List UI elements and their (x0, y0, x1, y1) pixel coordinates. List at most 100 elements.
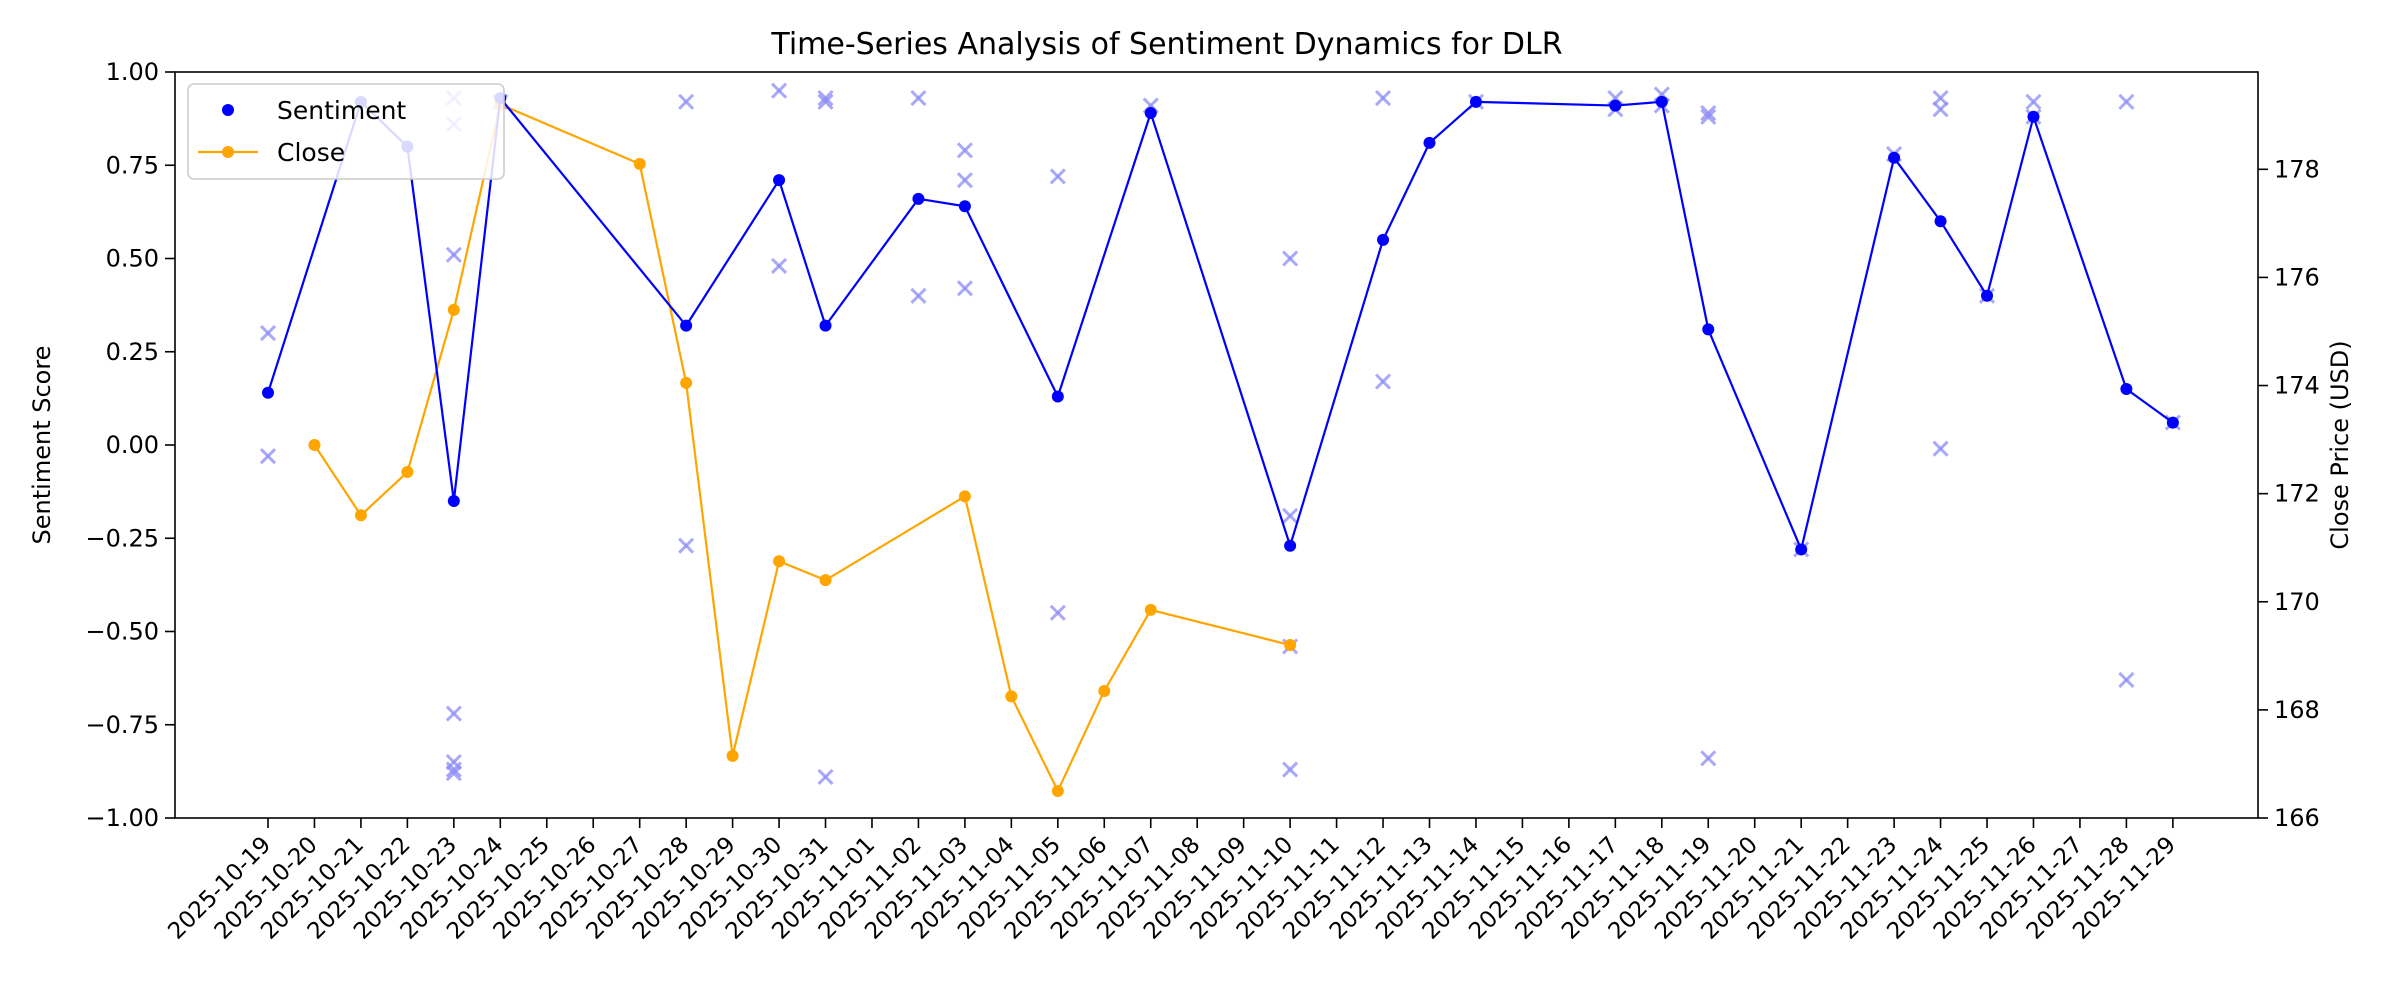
close-series-layer (308, 98, 1297, 797)
close-point (680, 376, 693, 389)
close-point (1144, 603, 1157, 616)
sentiment-point (680, 319, 693, 332)
raw-sentiment-marker (956, 280, 973, 297)
close-point (308, 439, 321, 451)
sentiment-point (2027, 110, 2040, 123)
y-tick-label: −0.50 (85, 618, 159, 646)
close-point (401, 466, 414, 479)
y-right-tick-label: 170 (2274, 588, 2320, 616)
close-point (819, 574, 832, 587)
raw-sentiment-marker (445, 761, 462, 778)
sentiment-point (1423, 136, 1436, 149)
legend-close-marker (222, 146, 234, 158)
sentiment-point (1051, 390, 1064, 403)
raw-sentiment-marker (1374, 373, 1392, 390)
plot-frame (174, 71, 2259, 819)
close-point (773, 555, 786, 568)
close-point (1098, 684, 1111, 697)
raw-sentiment-marker (1049, 604, 1066, 621)
sentiment-series-layer (262, 92, 2179, 556)
y-right-tick-label: 178 (2274, 155, 2320, 183)
close-point (1005, 690, 1018, 703)
close-point (1051, 784, 1064, 797)
y-right-tick-label: 176 (2274, 263, 2320, 291)
y-right-tick-label: 174 (2274, 372, 2320, 400)
raw-sentiment-layer (259, 82, 2181, 786)
axis-layer: −1.00 −0.75 −0.50 −0.25 0.00 0.25 0.50 0.75 1.00… (85, 58, 2319, 945)
sentiment-point (2120, 383, 2133, 396)
sentiment-point (1284, 539, 1297, 552)
y-tick-label: 0.50 (106, 245, 159, 273)
raw-sentiment-marker (1282, 761, 1299, 778)
raw-sentiment-marker (1932, 440, 1949, 457)
y-tick-label: −0.75 (85, 711, 159, 739)
raw-sentiment-marker (678, 537, 695, 554)
raw-sentiment-marker (956, 142, 973, 159)
y-axis-label-left: Sentiment Score (28, 346, 56, 545)
y-tick-label: −0.25 (85, 524, 159, 552)
sentiment-point (1888, 151, 1901, 164)
sentiment-point (2166, 416, 2179, 429)
raw-sentiment-marker (445, 765, 462, 782)
raw-sentiment-marker (1282, 250, 1299, 267)
y-tick-label: 0.25 (106, 338, 159, 366)
sentiment-point (447, 494, 460, 507)
sentiment-point (819, 319, 832, 332)
sentiment-point (1934, 215, 1947, 228)
raw-sentiment-marker (817, 768, 834, 786)
close-point (447, 303, 460, 316)
legend: Sentiment Close (187, 83, 505, 180)
y-axis-label-right: Close Price (USD) (2326, 340, 2354, 549)
raw-sentiment-marker (1049, 168, 1066, 185)
raw-sentiment-marker (259, 325, 277, 342)
raw-sentiment-marker (956, 172, 973, 189)
raw-sentiment-marker (1700, 108, 1717, 125)
close-point (958, 490, 971, 503)
close-point (633, 157, 646, 170)
y-tick-label: 1.00 (106, 58, 159, 86)
sentiment-point (1469, 95, 1482, 108)
y-right-tick-label: 172 (2274, 480, 2320, 508)
raw-sentiment-marker (1374, 90, 1392, 107)
sentiment-point (1702, 323, 1715, 336)
close-point (354, 509, 367, 522)
sentiment-point (1655, 95, 1668, 108)
raw-sentiment-marker (678, 93, 695, 110)
raw-sentiment-marker (2025, 93, 2042, 110)
raw-sentiment-marker (445, 246, 462, 263)
legend-close-label: Close (277, 138, 345, 167)
sentiment-point (773, 174, 786, 187)
y-tick-label: 0.75 (106, 151, 159, 179)
raw-sentiment-marker (1932, 101, 1949, 118)
legend-sentiment-marker (222, 104, 234, 116)
raw-sentiment-marker (1700, 104, 1717, 122)
y-tick-label: 0.00 (106, 431, 159, 459)
sentiment-line (266, 95, 2174, 553)
close-point (1284, 639, 1297, 652)
sentiment-point (1377, 233, 1390, 246)
raw-sentiment-marker (1282, 507, 1299, 524)
raw-sentiment-marker (910, 287, 927, 304)
raw-sentiment-marker (817, 90, 834, 107)
sentiment-point (1981, 289, 1994, 302)
raw-sentiment-marker (770, 257, 788, 275)
chart-title: Time-Series Analysis of Sentiment Dynami… (770, 27, 1562, 62)
sentiment-point (1144, 107, 1157, 120)
raw-sentiment-marker (1700, 750, 1717, 767)
raw-sentiment-marker (445, 705, 462, 722)
sentiment-point (912, 192, 925, 205)
raw-sentiment-marker (910, 90, 927, 107)
raw-sentiment-marker (2118, 671, 2135, 689)
legend-sentiment-label: Sentiment (277, 96, 406, 125)
raw-sentiment-marker (770, 82, 788, 99)
y-right-tick-label: 166 (2274, 804, 2320, 832)
y-tick-label: −1.00 (85, 804, 159, 832)
sentiment-point (1795, 543, 1808, 556)
close-line (313, 102, 1291, 794)
close-point (726, 749, 739, 762)
sentiment-point (1609, 99, 1622, 112)
sentiment-point (958, 200, 971, 213)
raw-sentiment-marker (259, 448, 277, 465)
